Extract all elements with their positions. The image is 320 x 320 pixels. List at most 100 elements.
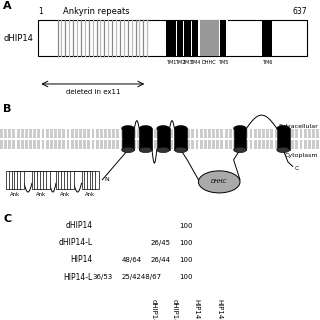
Bar <box>225 140 228 149</box>
Bar <box>12 130 15 138</box>
Text: 48/64: 48/64 <box>122 257 142 263</box>
Bar <box>146 130 148 138</box>
Bar <box>183 140 186 149</box>
Text: TM5: TM5 <box>218 60 228 65</box>
Bar <box>29 140 32 149</box>
Bar <box>179 130 182 138</box>
Bar <box>250 130 252 138</box>
Bar <box>75 140 78 149</box>
Bar <box>291 130 294 138</box>
Ellipse shape <box>122 125 134 131</box>
Bar <box>108 140 111 149</box>
Bar <box>92 140 94 149</box>
Text: 100: 100 <box>179 223 193 229</box>
Bar <box>171 140 173 149</box>
Bar <box>37 130 40 138</box>
Bar <box>133 140 136 149</box>
Bar <box>295 130 298 138</box>
Bar <box>137 140 140 149</box>
Bar <box>308 130 311 138</box>
Text: Cytoplasm: Cytoplasm <box>285 153 318 158</box>
Bar <box>79 140 82 149</box>
Bar <box>166 140 169 149</box>
Bar <box>154 140 157 149</box>
Text: 100: 100 <box>179 257 193 263</box>
Bar <box>233 140 236 149</box>
Bar <box>108 130 111 138</box>
Bar <box>50 140 53 149</box>
Bar <box>277 128 290 150</box>
Bar <box>12 140 15 149</box>
Bar <box>166 130 169 138</box>
Bar <box>83 140 86 149</box>
Text: dHIP14: dHIP14 <box>150 299 156 320</box>
Bar <box>46 140 49 149</box>
Bar <box>46 130 49 138</box>
Bar <box>150 140 153 149</box>
Bar <box>291 140 294 149</box>
Bar <box>266 130 269 138</box>
Bar <box>175 140 178 149</box>
Bar <box>33 130 36 138</box>
Bar <box>174 128 187 150</box>
Bar <box>171 130 173 138</box>
Text: 100: 100 <box>179 240 193 246</box>
Bar <box>220 140 223 149</box>
Bar <box>250 140 252 149</box>
Bar <box>304 140 307 149</box>
Text: 637: 637 <box>292 7 307 16</box>
Bar <box>198 20 200 56</box>
Bar <box>116 140 119 149</box>
Bar <box>312 130 315 138</box>
Bar <box>129 140 132 149</box>
Bar <box>229 130 232 138</box>
Bar <box>104 140 107 149</box>
Bar <box>154 130 157 138</box>
Bar <box>177 20 183 56</box>
Bar <box>8 140 11 149</box>
Bar <box>82 171 99 188</box>
Text: 100: 100 <box>179 274 193 280</box>
Bar <box>67 130 69 138</box>
Bar <box>316 140 319 149</box>
Bar <box>234 128 246 150</box>
Bar <box>112 130 115 138</box>
Text: TM3: TM3 <box>182 60 193 65</box>
Ellipse shape <box>122 147 134 153</box>
Text: HIP14: HIP14 <box>194 299 200 319</box>
Bar <box>42 140 44 149</box>
Ellipse shape <box>174 147 187 153</box>
Bar <box>192 20 198 56</box>
Bar <box>275 130 277 138</box>
Bar <box>237 140 240 149</box>
Bar <box>304 130 307 138</box>
Bar <box>58 130 61 138</box>
Text: dHIP14-L: dHIP14-L <box>171 299 177 320</box>
Bar <box>162 140 165 149</box>
Bar <box>42 130 44 138</box>
Bar <box>104 130 107 138</box>
Bar <box>283 130 286 138</box>
Bar <box>0 140 3 149</box>
Bar <box>184 20 191 56</box>
Bar <box>229 140 232 149</box>
Text: dHIP14: dHIP14 <box>66 221 93 230</box>
Bar <box>258 140 261 149</box>
Bar <box>316 130 319 138</box>
Text: B: B <box>3 103 12 114</box>
Bar <box>62 130 65 138</box>
Bar <box>212 140 215 149</box>
Text: Ank: Ank <box>10 192 20 197</box>
Bar <box>312 140 315 149</box>
Bar <box>25 130 28 138</box>
Bar <box>75 130 78 138</box>
Bar <box>121 140 124 149</box>
Bar <box>96 140 99 149</box>
Ellipse shape <box>157 125 170 131</box>
Ellipse shape <box>277 147 290 153</box>
Bar <box>200 140 203 149</box>
Ellipse shape <box>234 147 246 153</box>
Bar <box>200 20 219 56</box>
Bar <box>196 130 198 138</box>
Bar <box>100 130 103 138</box>
